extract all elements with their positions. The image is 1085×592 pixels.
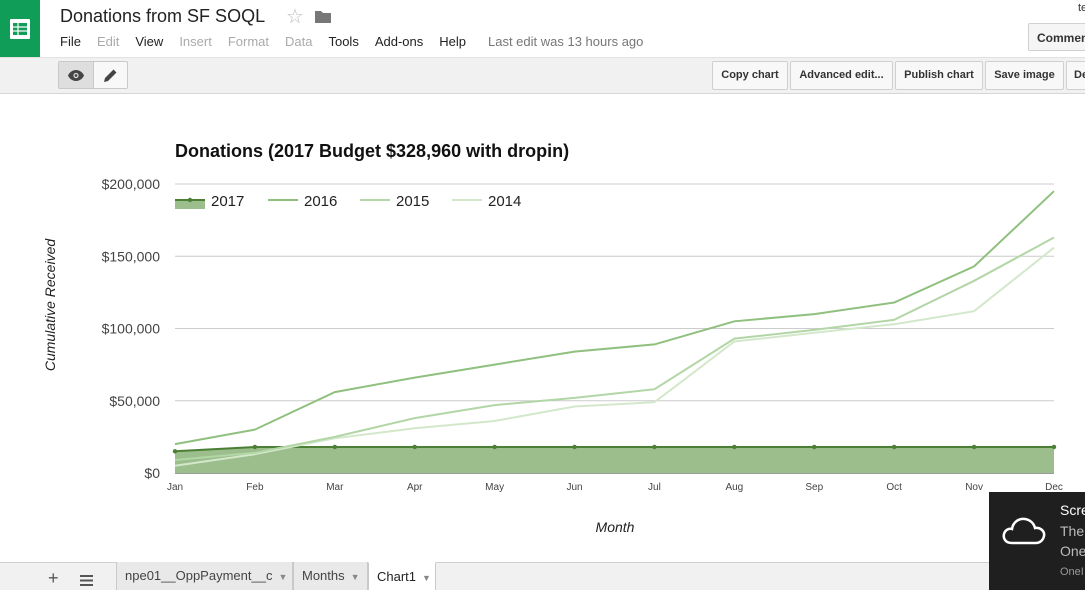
x-tick-label: Dec <box>1045 482 1063 493</box>
x-tick-label: Mar <box>326 482 344 493</box>
series-line-2017[interactable] <box>174 446 1054 453</box>
menu-help[interactable]: Help <box>439 34 466 49</box>
data-point-2017[interactable] <box>652 444 657 450</box>
publish-chart-button[interactable]: Publish chart <box>895 61 983 90</box>
legend-swatch-point[interactable] <box>187 197 193 203</box>
legend-label[interactable]: 2017 <box>211 193 244 210</box>
x-tick-label: Apr <box>407 482 423 493</box>
x-tick-label: May <box>485 482 504 493</box>
legend-label[interactable]: 2015 <box>396 193 429 210</box>
menu-addons[interactable]: Add-ons <box>374 34 424 49</box>
y-tick-label: $0 <box>144 465 160 481</box>
legend[interactable]: 2017 2016 2015 2014 <box>175 193 521 210</box>
x-tick-label: Aug <box>725 482 743 493</box>
add-sheet-button[interactable]: + <box>48 568 59 588</box>
toast-title: Scre <box>1060 502 1085 518</box>
x-tick-label: Jan <box>167 482 183 493</box>
data-point-2017[interactable] <box>572 444 577 450</box>
sheet-tab-label: npe01__OppPayment__c <box>125 568 273 583</box>
menu-edit[interactable]: Edit <box>96 34 120 49</box>
document-title[interactable]: Donations from SF SOQL <box>60 6 266 26</box>
star-icon[interactable]: ☆ <box>286 6 304 28</box>
data-point-2017[interactable] <box>971 444 977 450</box>
sheets-logo-icon[interactable] <box>0 0 40 57</box>
header <box>0 0 1085 57</box>
data-point-2017[interactable] <box>891 444 897 450</box>
save-image-button[interactable]: Save image <box>985 61 1064 90</box>
menu-tools[interactable]: Tools <box>328 34 359 49</box>
x-axis-title: Month <box>596 519 635 535</box>
series-line-2015[interactable] <box>174 236 1055 461</box>
folder-icon[interactable] <box>315 10 331 28</box>
data-point-2017[interactable] <box>1051 444 1057 450</box>
sheet-list-icon[interactable] <box>80 573 93 591</box>
user-name[interactable]: te <box>1078 2 1085 14</box>
menu-file[interactable]: File <box>60 34 81 49</box>
advanced-edit-button[interactable]: Advanced edit... <box>790 61 893 90</box>
menu-format[interactable]: Format <box>227 34 269 49</box>
pencil-icon <box>103 69 117 82</box>
data-point-2017[interactable] <box>492 444 497 450</box>
x-tick-label: Sep <box>805 482 823 493</box>
copy-chart-button[interactable]: Copy chart <box>712 61 788 90</box>
dropdown-arrow-icon[interactable]: ▼ <box>350 572 360 582</box>
series-line-2016[interactable] <box>174 190 1055 446</box>
y-tick-label: $150,000 <box>102 248 161 264</box>
x-tick-label: Oct <box>886 482 902 493</box>
x-tick-label: Jun <box>566 482 582 493</box>
dropdown-arrow-icon[interactable]: ▼ <box>422 573 431 583</box>
chart: $0 $50,000 $100,000 $150,000 $200,000 Jan Feb M… <box>42 141 1063 535</box>
sheet-tab-opppayment[interactable]: npe01__OppPayment__c ▼ <box>116 562 293 590</box>
y-tick-label: $50,000 <box>109 393 160 409</box>
edit-mode-button[interactable] <box>94 62 128 88</box>
data-point-2017[interactable] <box>252 444 258 450</box>
view-mode-button[interactable] <box>59 62 94 88</box>
gridlines <box>175 183 1054 474</box>
series-layer <box>172 190 1057 473</box>
data-point-2017[interactable] <box>732 444 737 450</box>
cloud-icon <box>1001 514 1047 551</box>
sheet-tab-label: Chart1 <box>377 569 417 584</box>
legend-label[interactable]: 2016 <box>304 193 337 210</box>
y-tick-label: $100,000 <box>102 321 161 337</box>
delete-button[interactable]: De <box>1066 61 1085 90</box>
menu-bar: File Edit View Insert Format Data Tools … <box>60 34 643 49</box>
data-point-2017[interactable] <box>172 449 178 454</box>
data-point-2017[interactable] <box>332 444 338 450</box>
menu-insert[interactable]: Insert <box>179 34 212 49</box>
chart-title: Donations (2017 Budget $328,960 with dro… <box>175 141 569 161</box>
sheet-tab-months[interactable]: Months ▼ <box>293 562 368 590</box>
series-area-2017[interactable] <box>175 447 1054 473</box>
toast-message-2: One <box>1060 543 1085 559</box>
data-point-2017[interactable] <box>412 444 417 450</box>
axes: $0 $50,000 $100,000 $150,000 $200,000 Jan Feb M… <box>102 176 1063 493</box>
sheet-tab-label: Months <box>302 568 345 583</box>
last-edit-status[interactable]: Last edit was 13 hours ago <box>488 34 644 49</box>
chart-area: $0 $50,000 $100,000 $150,000 $200,000 Jan Feb M… <box>0 95 1085 562</box>
menu-data[interactable]: Data <box>285 34 313 49</box>
legend-label[interactable]: 2014 <box>488 193 521 210</box>
legend-swatch[interactable] <box>175 200 205 209</box>
y-axis-title: Cumulative Received <box>42 238 58 371</box>
toast-source: OneI <box>1060 566 1084 578</box>
data-point-2017[interactable] <box>812 444 817 450</box>
comments-button[interactable]: Commen <box>1028 23 1085 51</box>
toast-message: The <box>1060 523 1085 539</box>
view-edit-toggle <box>58 61 128 89</box>
x-tick-label: Feb <box>246 482 264 493</box>
sheet-tab-chart1[interactable]: Chart1 ▼ <box>368 562 436 590</box>
x-tick-label: Nov <box>965 482 983 493</box>
notification-toast[interactable]: Scre The One OneI <box>989 492 1085 590</box>
y-tick-label: $200,000 <box>102 176 161 192</box>
dropdown-arrow-icon[interactable]: ▼ <box>278 572 288 582</box>
menu-view[interactable]: View <box>135 34 164 49</box>
x-tick-label: Jul <box>648 482 661 493</box>
series-line-2014[interactable] <box>174 246 1055 467</box>
eye-icon <box>67 69 84 81</box>
